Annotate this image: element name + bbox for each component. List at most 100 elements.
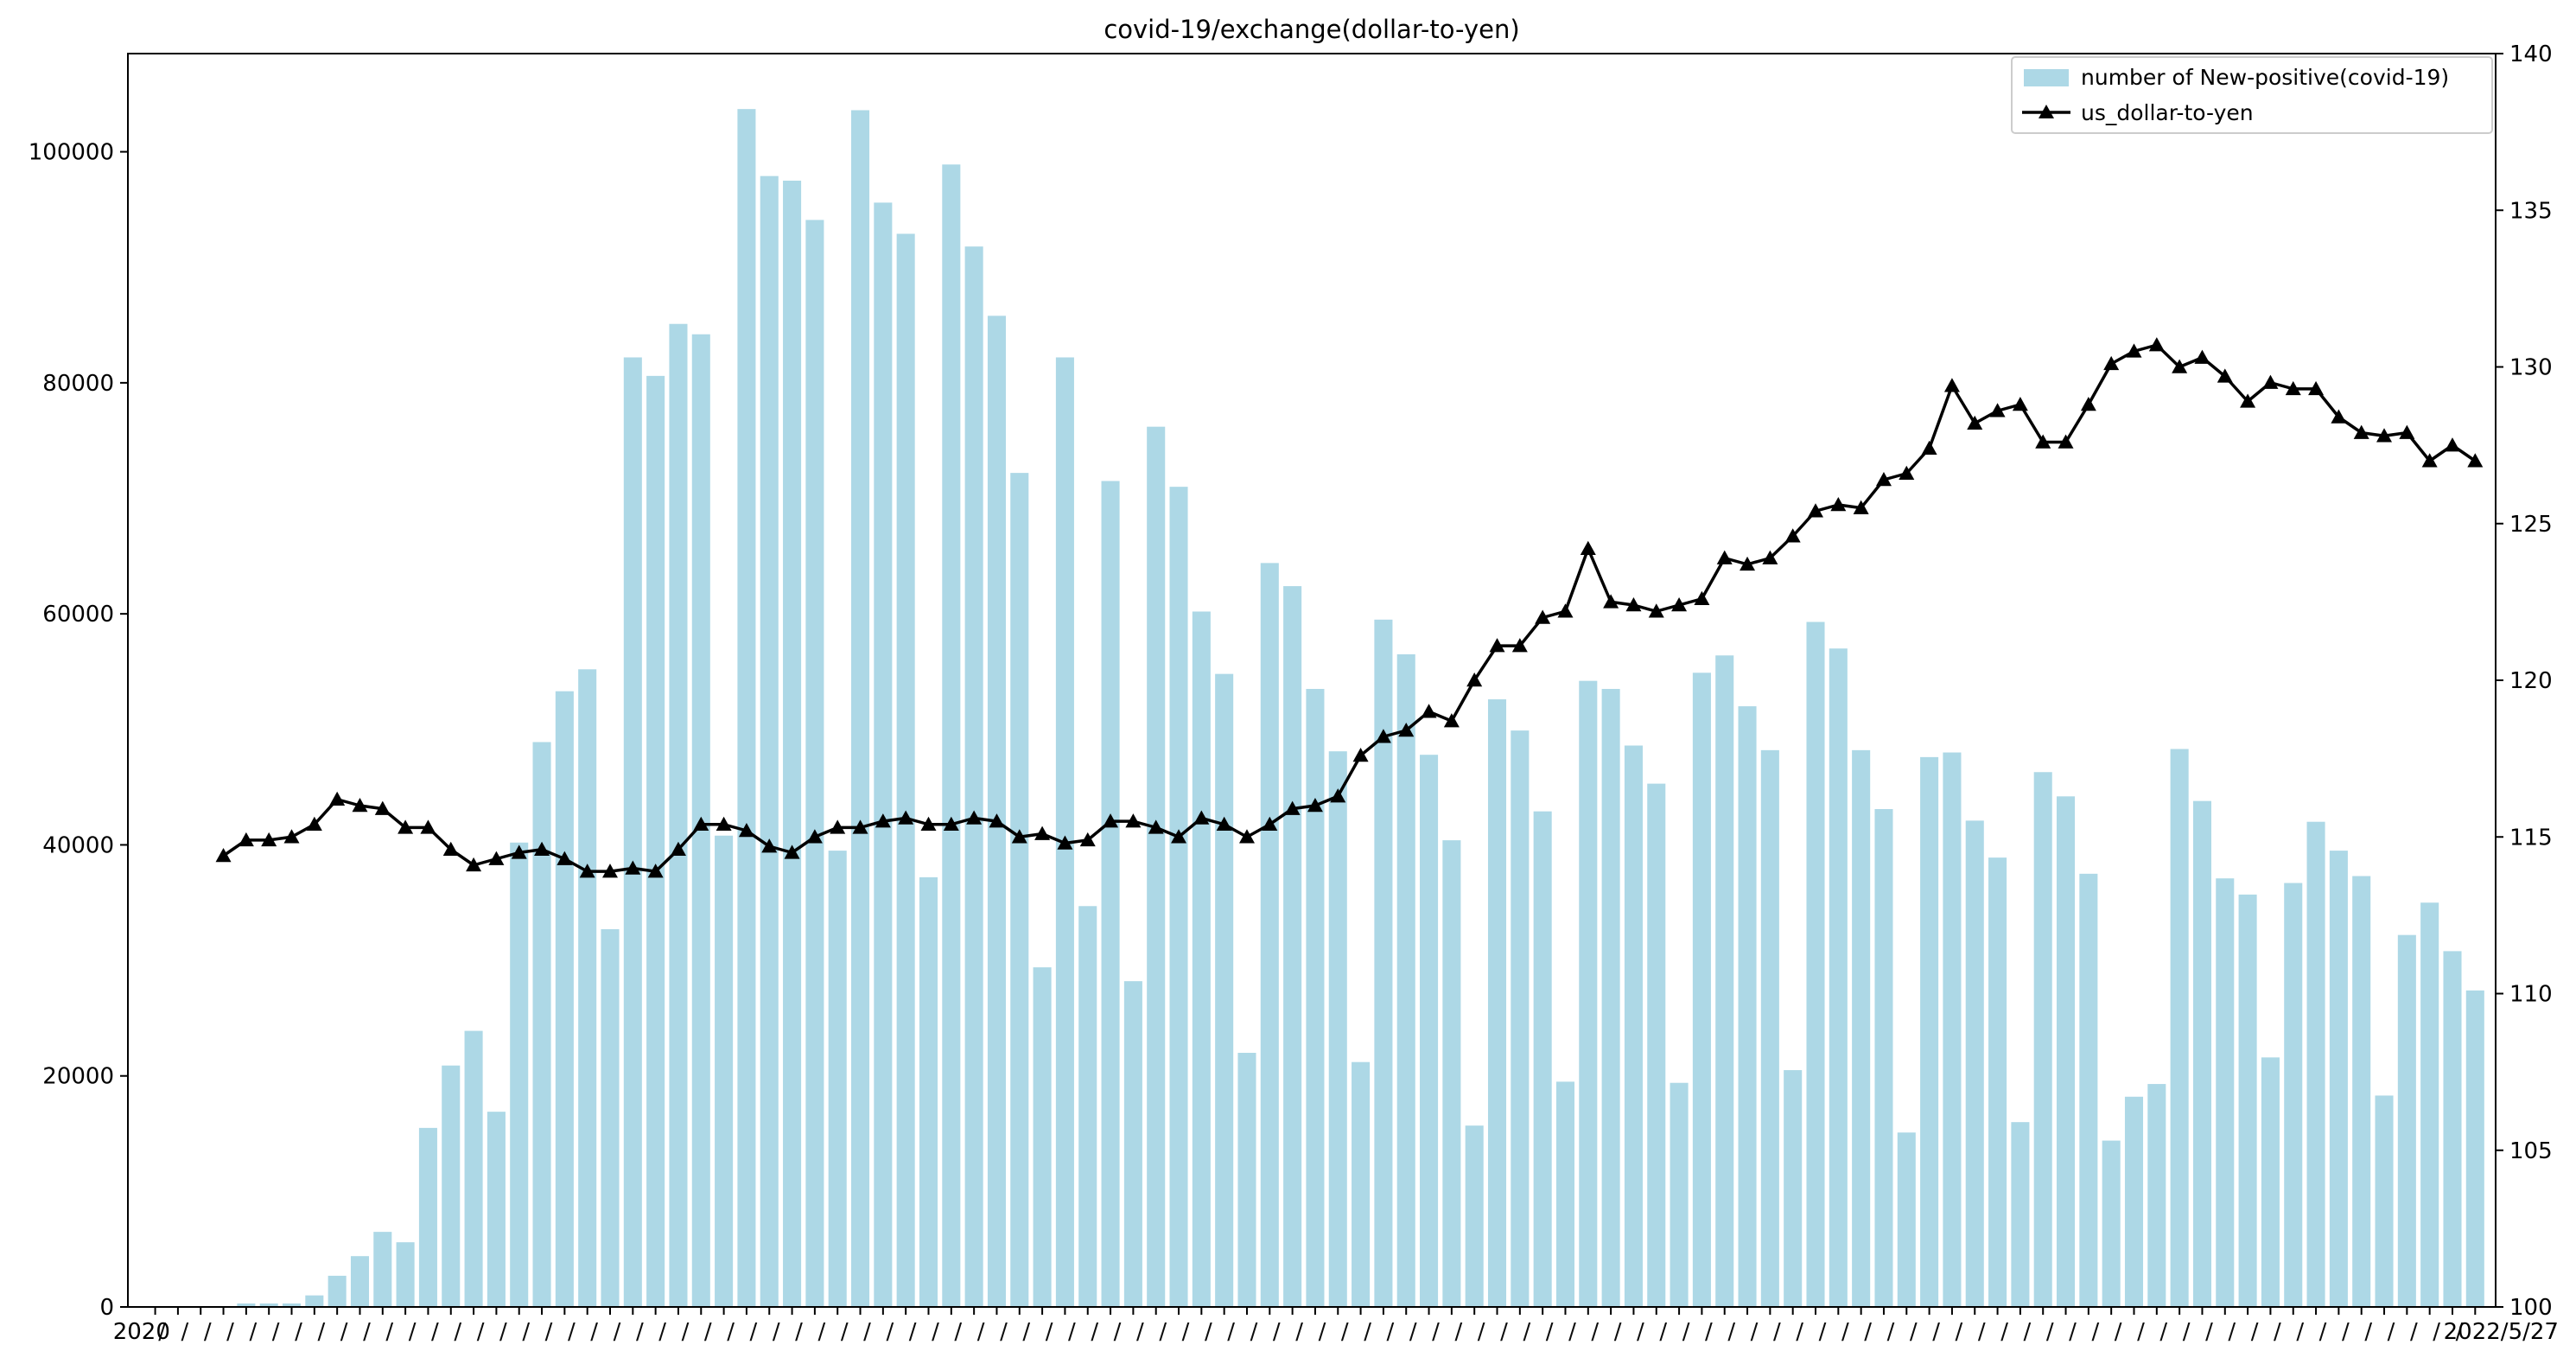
- bar: [2329, 851, 2348, 1307]
- bar: [2147, 1084, 2166, 1307]
- right-tick-label: 140: [2509, 41, 2553, 67]
- x-tick-label-clutter: /: [1022, 1319, 1030, 1345]
- x-tick-label-clutter: /: [1136, 1319, 1144, 1345]
- line-point: [2172, 359, 2188, 373]
- line-point: [738, 823, 754, 838]
- x-tick-label-clutter: /: [2274, 1319, 2281, 1345]
- bar: [1374, 619, 1393, 1307]
- line-point: [1238, 829, 1255, 844]
- bar: [2352, 876, 2371, 1307]
- line-point: [215, 848, 232, 863]
- legend-line-marker: [2039, 105, 2054, 118]
- x-tick-label-clutter: /: [1182, 1319, 1190, 1345]
- bar: [1738, 706, 1757, 1307]
- x-tick-label-clutter: /: [636, 1319, 644, 1345]
- bar: [2011, 1122, 2030, 1307]
- x-tick-label-clutter: /: [1227, 1319, 1235, 1345]
- bar: [418, 1127, 437, 1307]
- line-point: [830, 819, 846, 834]
- x-tick-label-clutter: /: [2205, 1319, 2213, 1345]
- x-tick-label-clutter: /: [1659, 1319, 1667, 1345]
- line-point: [2012, 397, 2028, 411]
- bar: [896, 233, 915, 1307]
- line-point: [1443, 713, 1460, 728]
- bar: [578, 669, 597, 1307]
- bar: [1260, 563, 1279, 1307]
- bar: [2102, 1140, 2121, 1307]
- line-point: [1489, 638, 1505, 653]
- bar: [1328, 751, 1347, 1307]
- line-point: [1648, 603, 1664, 618]
- x-tick-label-clutter: /: [590, 1319, 598, 1345]
- bar: [919, 876, 938, 1307]
- line-point: [898, 810, 914, 825]
- line-point: [329, 791, 346, 806]
- bar: [1897, 1132, 1916, 1307]
- bar: [2124, 1096, 2144, 1307]
- x-tick-label-clutter: /: [2024, 1319, 2032, 1345]
- bar: [942, 164, 961, 1308]
- x-tick-label-clutter: /: [317, 1319, 325, 1345]
- bar: [646, 375, 665, 1307]
- line-point: [374, 800, 391, 815]
- line-point: [2262, 374, 2279, 389]
- x-tick-label-clutter: /: [682, 1319, 690, 1345]
- line-point: [920, 816, 937, 831]
- line-point: [1466, 672, 1483, 687]
- x-tick-label-clutter: /: [841, 1319, 849, 1345]
- line-point: [2240, 393, 2256, 408]
- line-path: [222, 343, 2477, 873]
- legend-label-line: us_dollar-to-yen: [2081, 100, 2254, 125]
- line-point: [2399, 424, 2415, 439]
- x-tick-label-clutter: /: [477, 1319, 485, 1345]
- line-point: [989, 813, 1005, 828]
- line-point: [875, 813, 891, 828]
- x-tick-label-clutter: /: [2091, 1319, 2099, 1345]
- line-point: [2467, 453, 2484, 468]
- bar: [601, 928, 620, 1307]
- line-point: [2080, 397, 2096, 411]
- x-tick-label-clutter: /: [1614, 1319, 1622, 1345]
- line-point: [784, 845, 800, 859]
- x-tick-label-clutter: /: [1887, 1319, 1895, 1345]
- line-point: [1830, 497, 1847, 512]
- bar: [1715, 655, 1734, 1307]
- line-point: [2217, 368, 2233, 383]
- x-tick-label-clutter: /: [1500, 1319, 1508, 1345]
- x-tick-label-clutter: /: [1568, 1319, 1576, 1345]
- x-axis: 2020 2022/5/27 / / / / / / / / / / / / / / / / / / / / / / / / / / /…: [113, 1307, 2559, 1345]
- right-tick-label: 130: [2509, 355, 2553, 381]
- line-point: [1011, 829, 1027, 844]
- bar: [373, 1232, 392, 1307]
- x-tick-label-clutter: /: [2319, 1319, 2327, 1345]
- x-tick-label-clutter: /: [863, 1319, 871, 1345]
- line-point: [1171, 829, 1187, 844]
- bar: [1055, 357, 1074, 1308]
- line-point: [2148, 337, 2165, 352]
- x-tick-label-clutter: /: [1205, 1319, 1212, 1345]
- bar: [1352, 1061, 1371, 1307]
- line-point: [1875, 472, 1892, 487]
- bar: [1215, 673, 1234, 1307]
- line-point: [1740, 556, 1756, 571]
- left-tick-label: 60000: [42, 602, 114, 628]
- line-point: [852, 819, 868, 834]
- left-y-axis: 0 20000 40000 60000 80000 100000: [29, 140, 128, 1321]
- line-point: [442, 841, 459, 856]
- x-tick-label-clutter: /: [1932, 1319, 1940, 1345]
- x-tick-label-clutter: /: [1159, 1319, 1167, 1345]
- bar: [874, 202, 893, 1307]
- x-tick-label-clutter: /: [1341, 1319, 1349, 1345]
- x-tick-label-clutter: /: [1910, 1319, 1918, 1345]
- bar: [1033, 967, 1052, 1307]
- line-point: [1262, 816, 1278, 831]
- left-tick-label: 20000: [42, 1064, 114, 1090]
- right-y-axis: 100 105 110 115 120 125 130 135 140: [2496, 41, 2553, 1321]
- line-point: [352, 798, 368, 813]
- x-tick-label-clutter: /: [181, 1319, 189, 1345]
- x-tick-label-clutter: /: [1409, 1319, 1417, 1345]
- bar: [1283, 586, 1302, 1307]
- x-tick-label-clutter: /: [704, 1319, 712, 1345]
- bar: [1829, 648, 1848, 1307]
- bar: [851, 110, 870, 1307]
